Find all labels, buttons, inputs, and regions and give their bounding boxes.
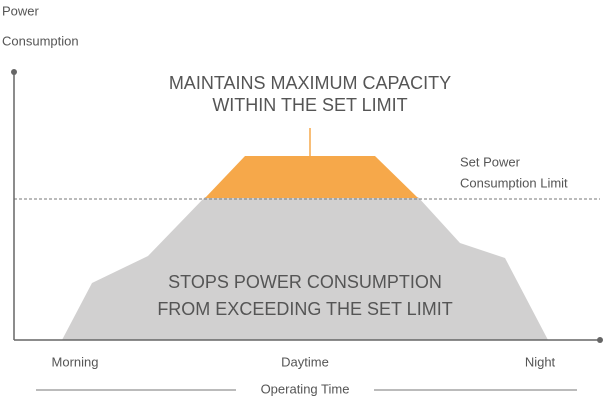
- x-tick-label: Night: [525, 354, 556, 369]
- x-axis-dot: [597, 337, 603, 343]
- y-axis-dot: [11, 69, 17, 75]
- annotation: FROM EXCEEDING THE SET LIMIT: [157, 299, 452, 319]
- capacity-area: [205, 156, 418, 198]
- y-axis-label: Power: [2, 3, 40, 18]
- x-tick-label: Morning: [52, 354, 99, 369]
- annotation: WITHIN THE SET LIMIT: [212, 95, 407, 115]
- annotation: STOPS POWER CONSUMPTION: [168, 272, 442, 292]
- y-axis-label: Consumption: [2, 33, 79, 48]
- limit-label: Set Power: [460, 154, 521, 169]
- x-tick-label: Daytime: [281, 354, 329, 369]
- consumption-area: [62, 197, 548, 340]
- annotation: MAINTAINS MAXIMUM CAPACITY: [169, 73, 451, 93]
- x-axis-label: Operating Time: [261, 381, 350, 396]
- limit-label: Consumption Limit: [460, 175, 568, 190]
